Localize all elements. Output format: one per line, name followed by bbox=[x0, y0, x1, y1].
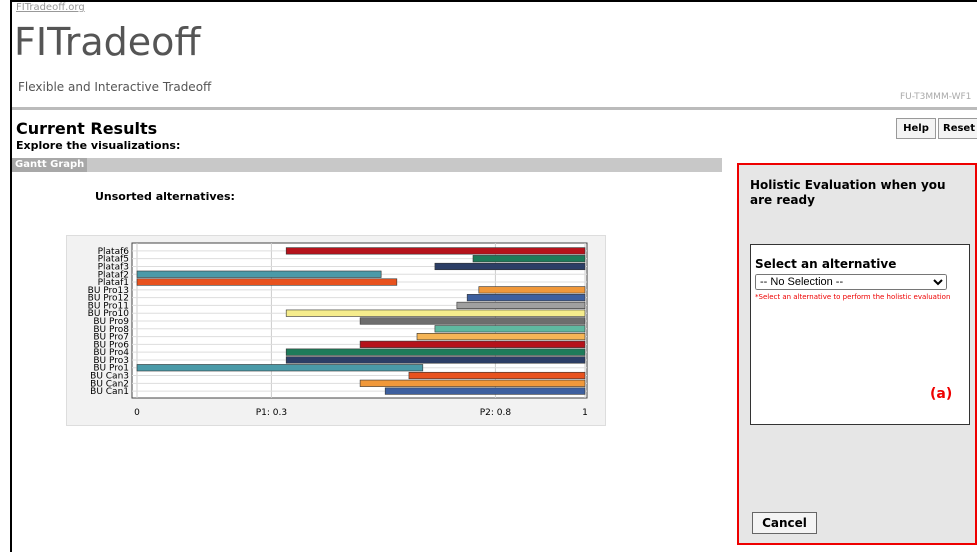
bar bbox=[408, 371, 586, 380]
bar bbox=[359, 379, 586, 387]
tab-bar bbox=[12, 158, 722, 172]
chart-title: Unsorted alternatives: bbox=[95, 190, 235, 203]
row-label: BU Pro11 bbox=[88, 301, 129, 311]
row-label: BU Can2 bbox=[90, 379, 129, 389]
row-label: Plataf3 bbox=[98, 262, 129, 272]
tab[interactable]: Gantt Graph bbox=[12, 158, 88, 172]
row-label: BU Pro4 bbox=[93, 348, 129, 358]
bar bbox=[434, 262, 586, 271]
x-tick-label: P1: 0.3 bbox=[256, 408, 287, 418]
row-label: BU Pro8 bbox=[93, 325, 129, 335]
gantt-chart: 0 P1: 0.3 P2: 0.8 1Plataf6Plataf5Plataf3Pla… bbox=[66, 235, 606, 426]
bar bbox=[285, 309, 586, 317]
row-label: BU Pro1 bbox=[93, 364, 129, 374]
marker: (a) bbox=[930, 386, 953, 402]
row-label: Plataf5 bbox=[98, 255, 129, 265]
row-label: Plataf1 bbox=[98, 278, 129, 288]
row-label: BU Pro12 bbox=[88, 294, 129, 304]
bar bbox=[466, 294, 586, 302]
code: FU-T3MMM-WF1 bbox=[900, 92, 972, 102]
row-label: Plataf6 bbox=[98, 247, 130, 257]
hint: *Select an alternative to perform the ho… bbox=[755, 293, 951, 301]
row-label: BU Can3 bbox=[90, 372, 129, 382]
bar bbox=[384, 387, 586, 395]
alternative-select[interactable]: -- No Selection -- bbox=[755, 274, 947, 290]
bar bbox=[359, 317, 586, 325]
bar bbox=[136, 278, 398, 286]
bar bbox=[478, 286, 586, 294]
cancel-button[interactable]: Cancel bbox=[752, 512, 817, 534]
bar bbox=[136, 364, 424, 372]
logo: FITradeoff bbox=[14, 20, 201, 64]
row-label: Plataf2 bbox=[98, 270, 129, 280]
row-label: BU Pro10 bbox=[88, 309, 130, 319]
page-title: Current Results bbox=[16, 119, 158, 138]
bar bbox=[456, 301, 586, 309]
reset-button[interactable]: Reset bbox=[938, 118, 977, 139]
bar bbox=[416, 333, 586, 341]
panel-title: Holistic Evaluation when you are ready bbox=[750, 178, 946, 207]
bar bbox=[285, 356, 586, 364]
tagline: Flexible and Interactive Tradeoff bbox=[18, 80, 212, 94]
row-label: BU Pro3 bbox=[93, 356, 129, 366]
bar bbox=[472, 255, 586, 263]
row-label: BU Pro6 bbox=[93, 340, 129, 350]
row-label: BU Pro13 bbox=[88, 286, 129, 296]
x-tick-label: P2: 0.8 bbox=[480, 408, 512, 418]
site-link[interactable]: FITradeoff.org bbox=[16, 2, 85, 13]
x-tick-label: 1 bbox=[582, 408, 588, 418]
bar bbox=[359, 340, 586, 348]
help-button[interactable]: Help bbox=[896, 118, 936, 139]
row-label: BU Pro7 bbox=[93, 333, 129, 343]
row-label: BU Pro9 bbox=[93, 317, 129, 327]
bar bbox=[285, 348, 586, 356]
bar bbox=[434, 325, 586, 333]
x-tick-label: 0 bbox=[134, 408, 140, 418]
row-label: BU Can1 bbox=[90, 387, 129, 397]
frame bbox=[10, 0, 977, 552]
bar bbox=[285, 247, 586, 255]
divider bbox=[12, 107, 977, 110]
select-label: Select an alternative bbox=[755, 257, 897, 271]
bar bbox=[136, 270, 382, 278]
page-subtitle: Explore the visualizations: bbox=[16, 139, 181, 152]
